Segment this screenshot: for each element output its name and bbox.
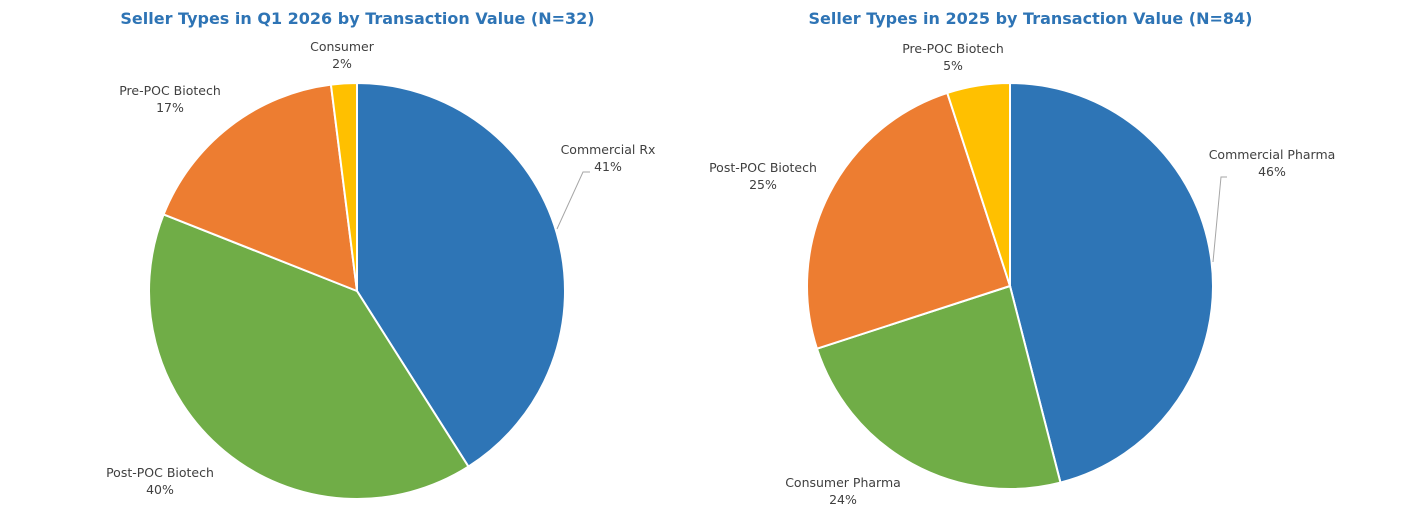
slice-value-consumer: 2% <box>332 56 352 71</box>
pie-chart-q1-2026: Seller Types in Q1 2026 by Transaction V… <box>106 9 656 500</box>
slice-value-pre-poc-biotech: 17% <box>156 100 184 115</box>
pie-q1-2026-svg: Commercial Rx 41% Post-POC Biotech 40% Pre-P… <box>106 39 656 500</box>
slice-label-consumer: Consumer <box>310 39 375 54</box>
pie-slice-pre-poc-biotech <box>946 81 1011 287</box>
slices-q1-2026 <box>148 81 566 500</box>
slice-value-pre-poc-biotech: 5% <box>943 58 963 73</box>
chart-title-q1-2026: Seller Types in Q1 2026 by Transaction V… <box>120 9 595 28</box>
pie-slice-commercial-rx <box>356 81 566 469</box>
pie-slice-consumer <box>329 81 358 292</box>
leader-line-commercial-pharma <box>1212 176 1227 263</box>
slice-label-commercial-pharma: Commercial Pharma <box>1209 147 1336 162</box>
slice-value-consumer-pharma: 24% <box>829 492 857 507</box>
slices-2025 <box>806 81 1214 490</box>
pie-slice-consumer-pharma <box>815 284 1062 490</box>
slice-label-post-poc-biotech: Post-POC Biotech <box>709 160 817 175</box>
slice-value-commercial-pharma: 46% <box>1258 164 1286 179</box>
pie-slice-commercial-pharma <box>1009 81 1214 484</box>
slice-value-post-poc-biotech: 40% <box>146 482 174 497</box>
pie-slice-post-poc-biotech <box>806 91 1012 350</box>
slice-label-pre-poc-biotech: Pre-POC Biotech <box>119 83 221 98</box>
pie-chart-2025: Seller Types in 2025 by Transaction Valu… <box>660 0 1401 527</box>
slice-label-consumer-pharma: Consumer Pharma <box>785 475 901 490</box>
slice-value-post-poc-biotech: 25% <box>749 177 777 192</box>
pie-slice-pre-poc-biotech <box>162 83 359 293</box>
slice-label-pre-poc-biotech: Pre-POC Biotech <box>902 41 1004 56</box>
slice-label-post-poc-biotech: Post-POC Biotech <box>106 465 214 480</box>
pie-2025-svg: Commercial Pharma 46% Consumer Pharma 24% Po… <box>709 41 1336 507</box>
slice-value-commercial-rx: 41% <box>594 159 622 174</box>
leader-line-commercial-rx <box>556 171 590 230</box>
pie-slice-post-poc-biotech <box>148 213 470 500</box>
slice-label-commercial-rx: Commercial Rx <box>561 142 656 157</box>
chart-title-2025: Seller Types in 2025 by Transaction Valu… <box>808 9 1253 28</box>
